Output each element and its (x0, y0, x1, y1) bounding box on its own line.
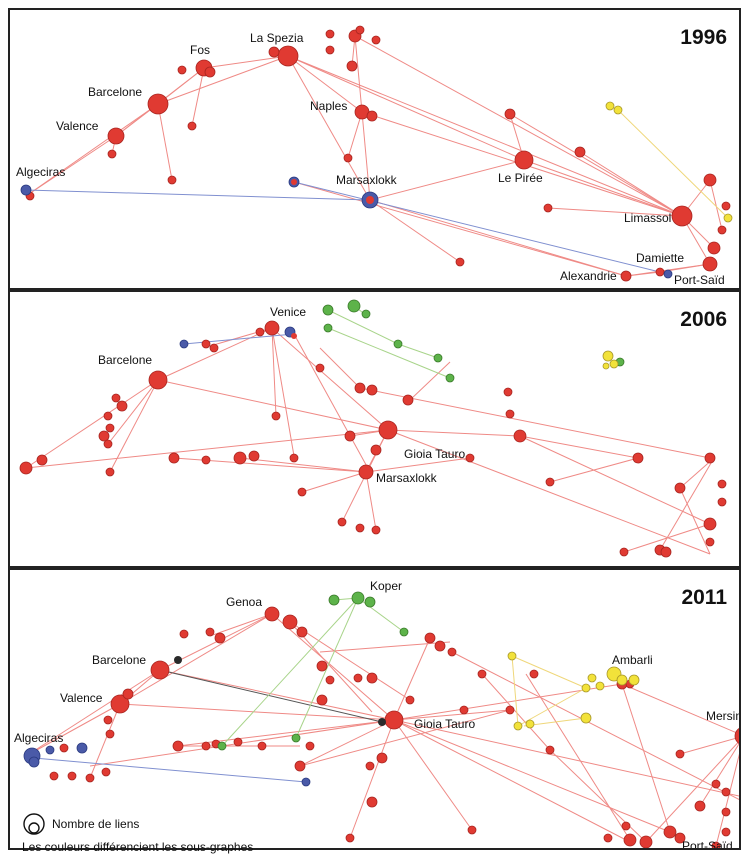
label-algeciras: Algeciras (16, 165, 65, 179)
network-graph-2011: Koper Genoa Barcelone Valence Algeciras … (14, 579, 741, 850)
network-panel-2006: Venice Barcelone Gioia Tauro Marsaxlokk … (8, 290, 741, 568)
label-limassol: Limassol (624, 211, 671, 225)
label-fos: Fos (190, 43, 210, 57)
label-barcelone: Barcelone (92, 653, 146, 667)
label-algeciras: Algeciras (14, 731, 63, 745)
network-panel-1996: La Spezia Fos Barcelone Valence Algecira… (8, 8, 741, 290)
network-panel-2011: Koper Genoa Barcelone Valence Algeciras … (8, 568, 741, 850)
label-mersin: Mersin (706, 709, 741, 723)
colors-footnote: Les couleurs différencient les sous-grap… (22, 840, 254, 854)
label-port-said: Port-Saïd (682, 839, 733, 850)
label-valence: Valence (56, 119, 99, 133)
label-koper: Koper (370, 579, 402, 593)
label-port-said: Port-Saïd (674, 273, 725, 287)
label-genoa: Genoa (226, 595, 262, 609)
label-barcelone: Barcelone (98, 353, 152, 367)
label-venice: Venice (270, 305, 306, 319)
label-barcelone: Barcelone (88, 85, 142, 99)
label-le-piree: Le Pirée (498, 171, 543, 185)
label-ambarli: Ambarli (612, 653, 653, 667)
network-graph-2006: Venice Barcelone Gioia Tauro Marsaxlokk (19, 299, 727, 558)
links-legend-label: Nombre de liens (52, 817, 139, 831)
label-marsaxlokk: Marsaxlokk (376, 471, 438, 485)
label-la-spezia: La Spezia (250, 31, 304, 45)
year-label-2011: 2011 (681, 586, 727, 609)
year-label-2006: 2006 (680, 308, 727, 331)
label-damiette: Damiette (636, 251, 684, 265)
links-size-legend-icon (23, 813, 45, 835)
label-valence: Valence (60, 691, 103, 705)
label-alexandrie: Alexandrie (560, 269, 617, 283)
label-gioia-tauro: Gioia Tauro (414, 717, 475, 731)
label-naples: Naples (310, 99, 347, 113)
year-label-1996: 1996 (680, 26, 727, 49)
label-gioia-tauro: Gioia Tauro (404, 447, 465, 461)
network-graph-1996: La Spezia Fos Barcelone Valence Algecira… (16, 25, 733, 287)
label-marsaxlokk: Marsaxlokk (336, 173, 398, 187)
